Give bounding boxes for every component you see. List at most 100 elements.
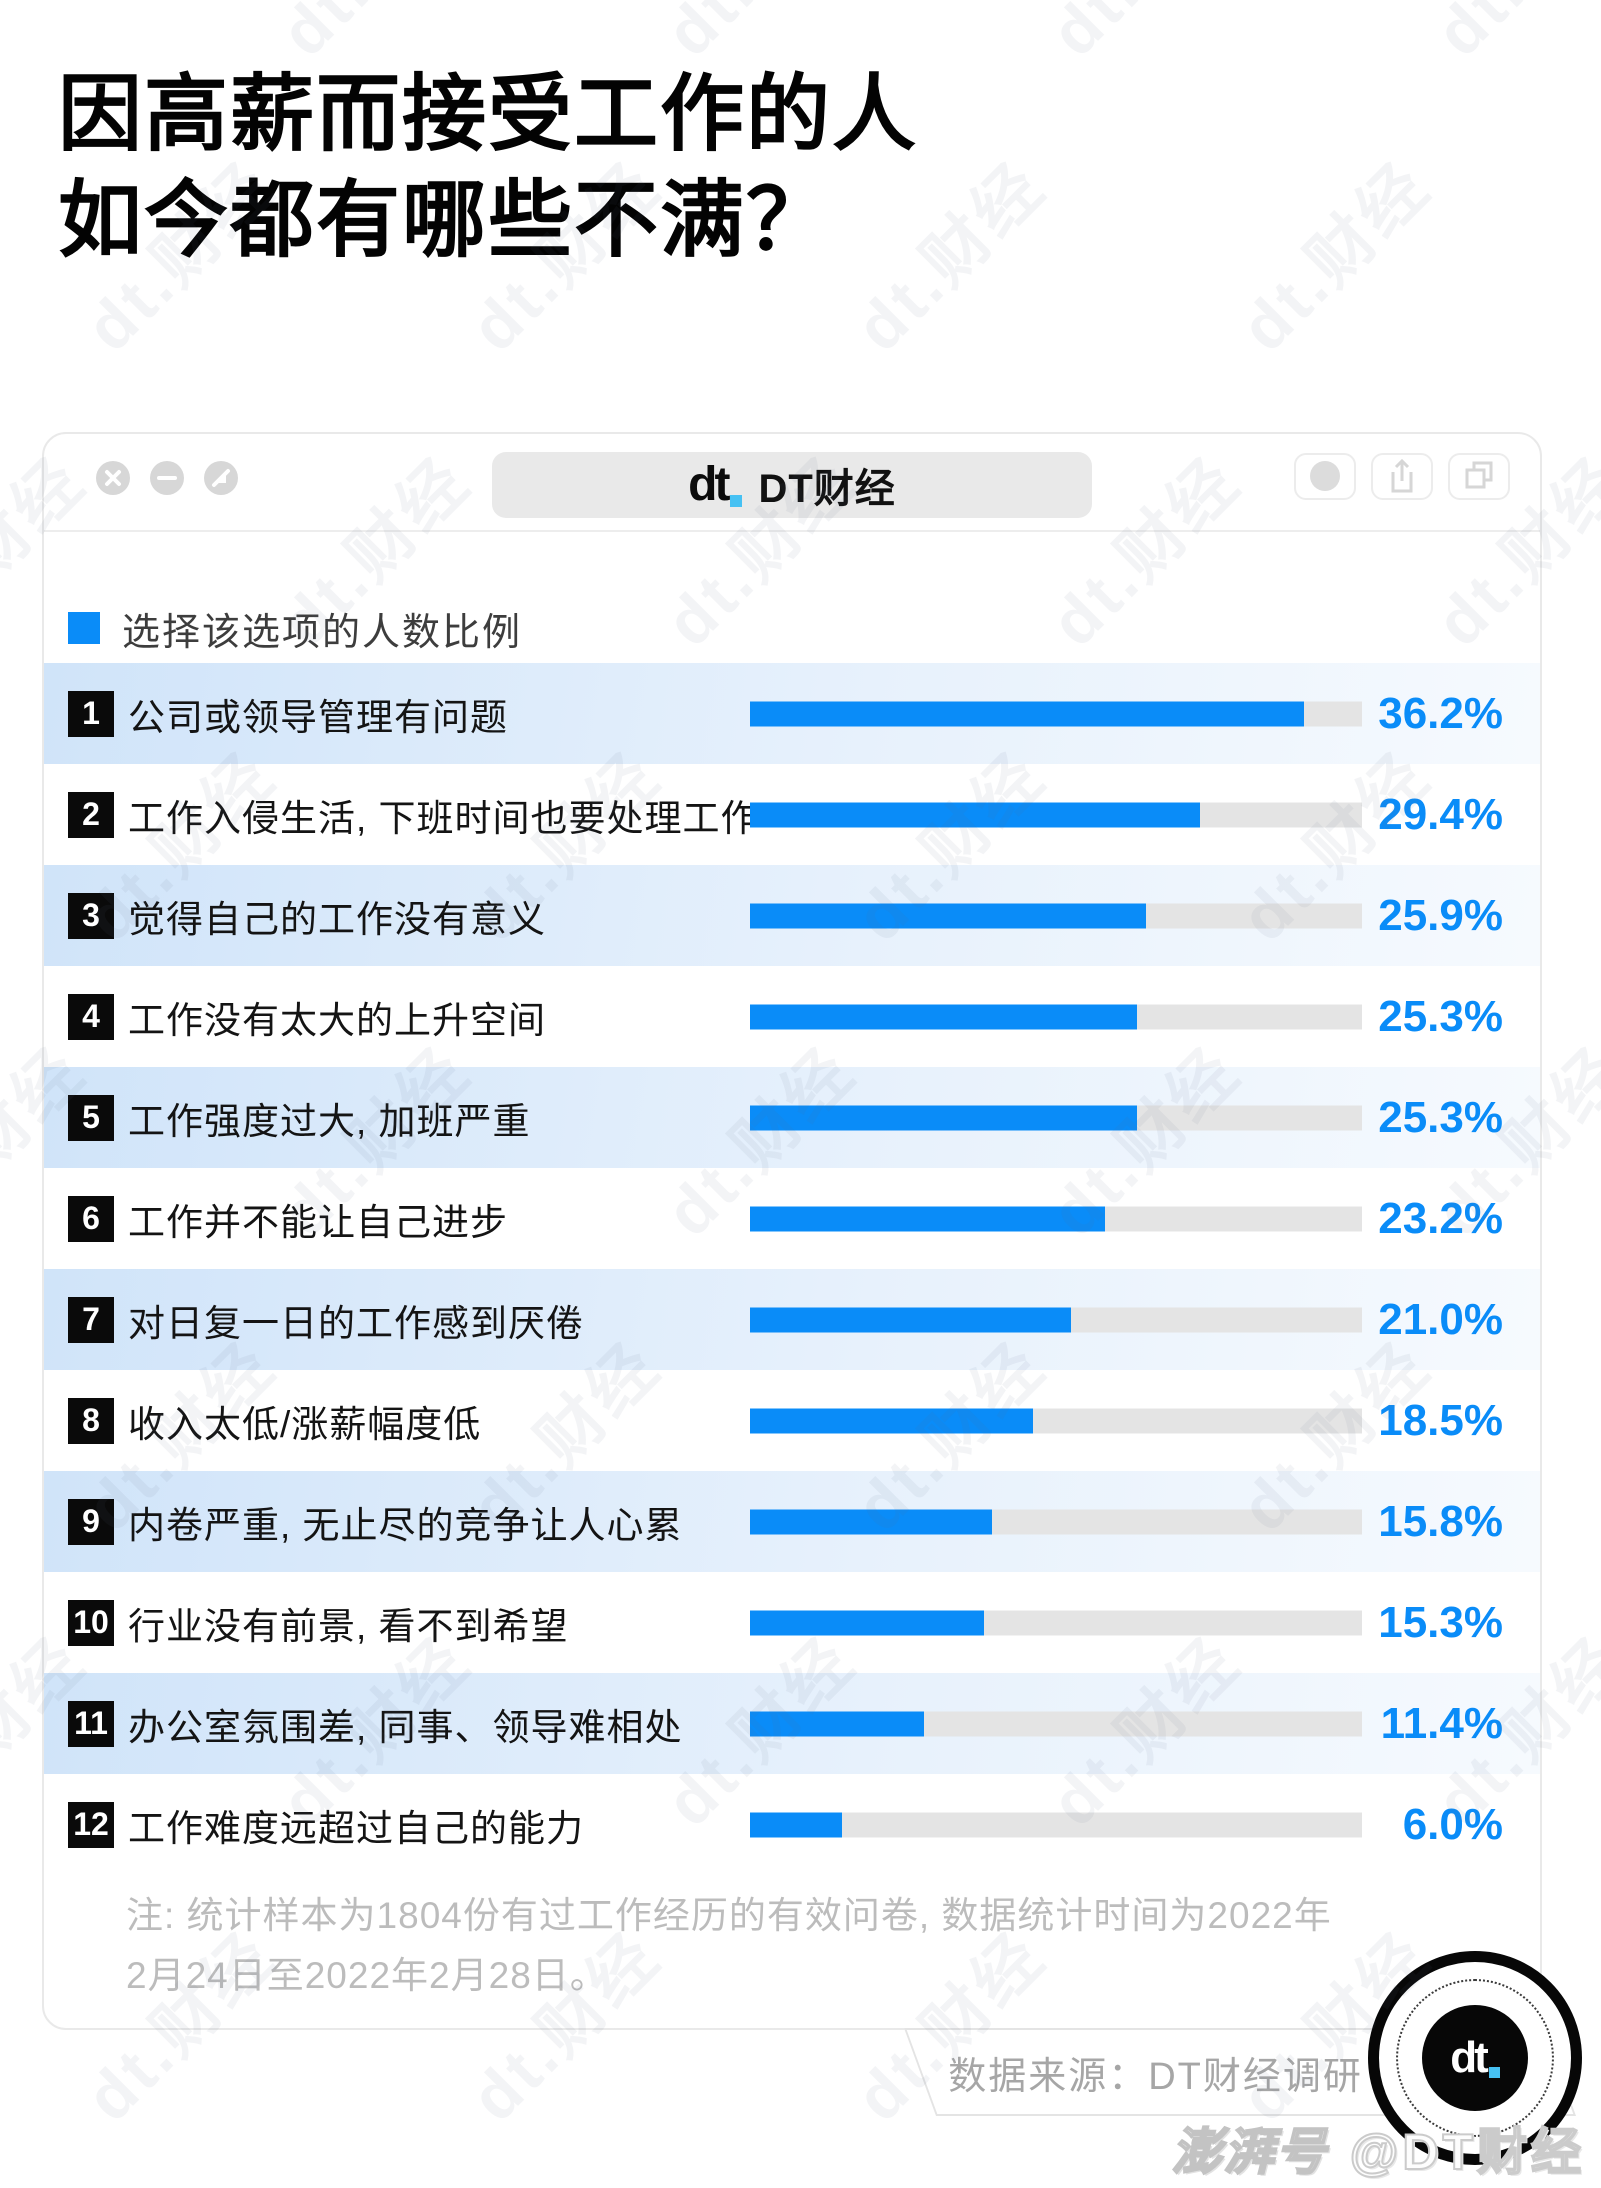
bar-track	[750, 1004, 1362, 1029]
row-label: 内卷严重, 无止尽的竞争让人心累	[128, 1504, 683, 1546]
watermark-tile: dt.财经	[1410, 0, 1601, 74]
row-value: 15.8%	[1378, 1496, 1503, 1546]
dt-logo-dot	[730, 495, 743, 507]
corner-watermark-account: @DT财经	[1349, 2123, 1585, 2181]
window-actions	[1294, 453, 1510, 500]
record-button[interactable]	[1294, 453, 1356, 500]
row-label: 工作难度远超过自己的能力	[128, 1807, 584, 1849]
row-label: 工作强度过大, 加班严重	[128, 1100, 531, 1142]
chart-row: 7 对日复一日的工作感到厌倦 21.0%	[44, 1269, 1540, 1370]
footnote-line-2: 2月24日至2022年2月28日。	[126, 1954, 608, 1996]
close-icon	[96, 461, 130, 495]
bar-track	[750, 1206, 1362, 1231]
bar-track	[750, 903, 1362, 928]
row-label: 收入太低/涨薪幅度低	[128, 1403, 482, 1445]
row-label: 对日复一日的工作感到厌倦	[128, 1302, 584, 1344]
minimize-button[interactable]	[150, 461, 184, 495]
watermark-tile: dt.财经	[1025, 0, 1257, 74]
rank-badge: 4	[68, 993, 114, 1040]
row-label: 公司或领导管理有问题	[128, 696, 508, 738]
bar-fill	[750, 1408, 1034, 1433]
share-icon	[1391, 458, 1413, 493]
dt-logo: dt	[688, 458, 743, 511]
chart-row: 11 办公室氛围差, 同事、领导难相处 11.4%	[44, 1673, 1540, 1774]
rank-badge: 5	[68, 1094, 114, 1141]
resize-button[interactable]	[204, 461, 238, 495]
row-value: 36.2%	[1378, 688, 1503, 738]
row-label: 工作没有太大的上升空间	[128, 999, 546, 1041]
row-value: 25.3%	[1378, 991, 1503, 1041]
corner-watermark-platform: 澎湃号	[1171, 2123, 1328, 2181]
chart-row: 3 觉得自己的工作没有意义 25.9%	[44, 865, 1540, 966]
rank-badge: 9	[68, 1498, 114, 1545]
rank-badge: 7	[68, 1296, 114, 1343]
bar-track	[750, 1711, 1362, 1736]
bar-fill	[750, 1206, 1105, 1231]
chart-row: 8 收入太低/涨薪幅度低 18.5%	[44, 1370, 1540, 1471]
chart-row: 1 公司或领导管理有问题 36.2%	[44, 663, 1540, 764]
title-line-2: 如今都有哪些不满？	[58, 172, 833, 267]
bar-track	[750, 1307, 1362, 1332]
bar-track	[750, 701, 1362, 726]
bar-track	[750, 1509, 1362, 1534]
dt-logo-text: dt	[688, 458, 730, 511]
page-title: 因高薪而接受工作的人 如今都有哪些不满？	[58, 62, 918, 274]
chart-row: 6 工作并不能让自己进步 23.2%	[44, 1168, 1540, 1269]
brand-name: DT财经	[758, 467, 896, 511]
chart-row: 2 工作入侵生活, 下班时间也要处理工作 29.4%	[44, 764, 1540, 865]
brand-pill: dt DT财经	[492, 452, 1092, 518]
row-value: 21.0%	[1378, 1294, 1503, 1344]
bar-track	[750, 1408, 1362, 1433]
row-value: 23.2%	[1378, 1193, 1503, 1243]
window-controls	[96, 461, 238, 495]
corner-watermark: 澎湃号 @DT财经	[1171, 2112, 1585, 2184]
rank-badge: 6	[68, 1195, 114, 1242]
minimize-icon	[150, 461, 184, 495]
close-button[interactable]	[96, 461, 130, 495]
row-value: 6.0%	[1402, 1799, 1503, 1849]
copy-button[interactable]	[1448, 453, 1510, 500]
row-value: 25.9%	[1378, 890, 1503, 940]
bar-fill	[750, 701, 1304, 726]
row-label: 工作入侵生活, 下班时间也要处理工作	[128, 797, 759, 839]
bar-fill	[750, 903, 1147, 928]
rank-badge: 3	[68, 892, 114, 939]
row-value: 25.3%	[1378, 1092, 1503, 1142]
chart-legend: 选择该选项的人数比例	[68, 606, 522, 654]
bar-fill	[750, 1509, 992, 1534]
row-label: 行业没有前景, 看不到希望	[128, 1605, 569, 1647]
chart-row: 12 工作难度远超过自己的能力 6.0%	[44, 1774, 1540, 1875]
rank-badge: 10	[68, 1599, 114, 1646]
legend-label: 选择该选项的人数比例	[122, 611, 523, 654]
bar-fill	[750, 802, 1200, 827]
rank-badge: 2	[68, 791, 114, 838]
chart-row: 4 工作没有太大的上升空间 25.3%	[44, 966, 1540, 1067]
share-button[interactable]	[1371, 453, 1433, 500]
badge-disc: dt	[1422, 2005, 1528, 2111]
record-circle-icon	[1310, 461, 1340, 491]
row-label: 工作并不能让自己进步	[128, 1201, 508, 1243]
chart-row: 9 内卷严重, 无止尽的竞争让人心累 15.8%	[44, 1471, 1540, 1572]
source-label: 数据来源：DT财经调研	[947, 2055, 1363, 2098]
footnote-line-1: 注: 统计样本为1804份有过工作经历的有效问卷, 数据统计时间为2022年	[126, 1895, 1332, 1936]
window-header: dt DT财经	[44, 434, 1540, 532]
rank-badge: 11	[68, 1700, 114, 1747]
chart-row: 5 工作强度过大, 加班严重 25.3%	[44, 1067, 1540, 1168]
watermark-tile: dt.财经	[1226, 148, 1444, 365]
dt-badge: dt	[1368, 1951, 1582, 2165]
row-value: 18.5%	[1378, 1395, 1503, 1445]
row-value: 29.4%	[1378, 789, 1503, 839]
bar-fill	[750, 1812, 842, 1837]
bar-fill	[750, 1004, 1138, 1029]
row-label: 办公室氛围差, 同事、领导难相处	[128, 1706, 683, 1748]
badge-dotted-ring: dt	[1396, 1979, 1554, 2137]
row-label: 觉得自己的工作没有意义	[128, 898, 546, 940]
bar-track	[750, 1105, 1362, 1130]
resize-icon	[204, 461, 238, 495]
bar-fill	[750, 1610, 985, 1635]
copy-icon	[1465, 461, 1493, 489]
rank-badge: 12	[68, 1801, 114, 1848]
footnote: 注: 统计样本为1804份有过工作经历的有效问卷, 数据统计时间为2022年 2…	[126, 1886, 1332, 2006]
row-value: 11.4%	[1380, 1698, 1503, 1748]
